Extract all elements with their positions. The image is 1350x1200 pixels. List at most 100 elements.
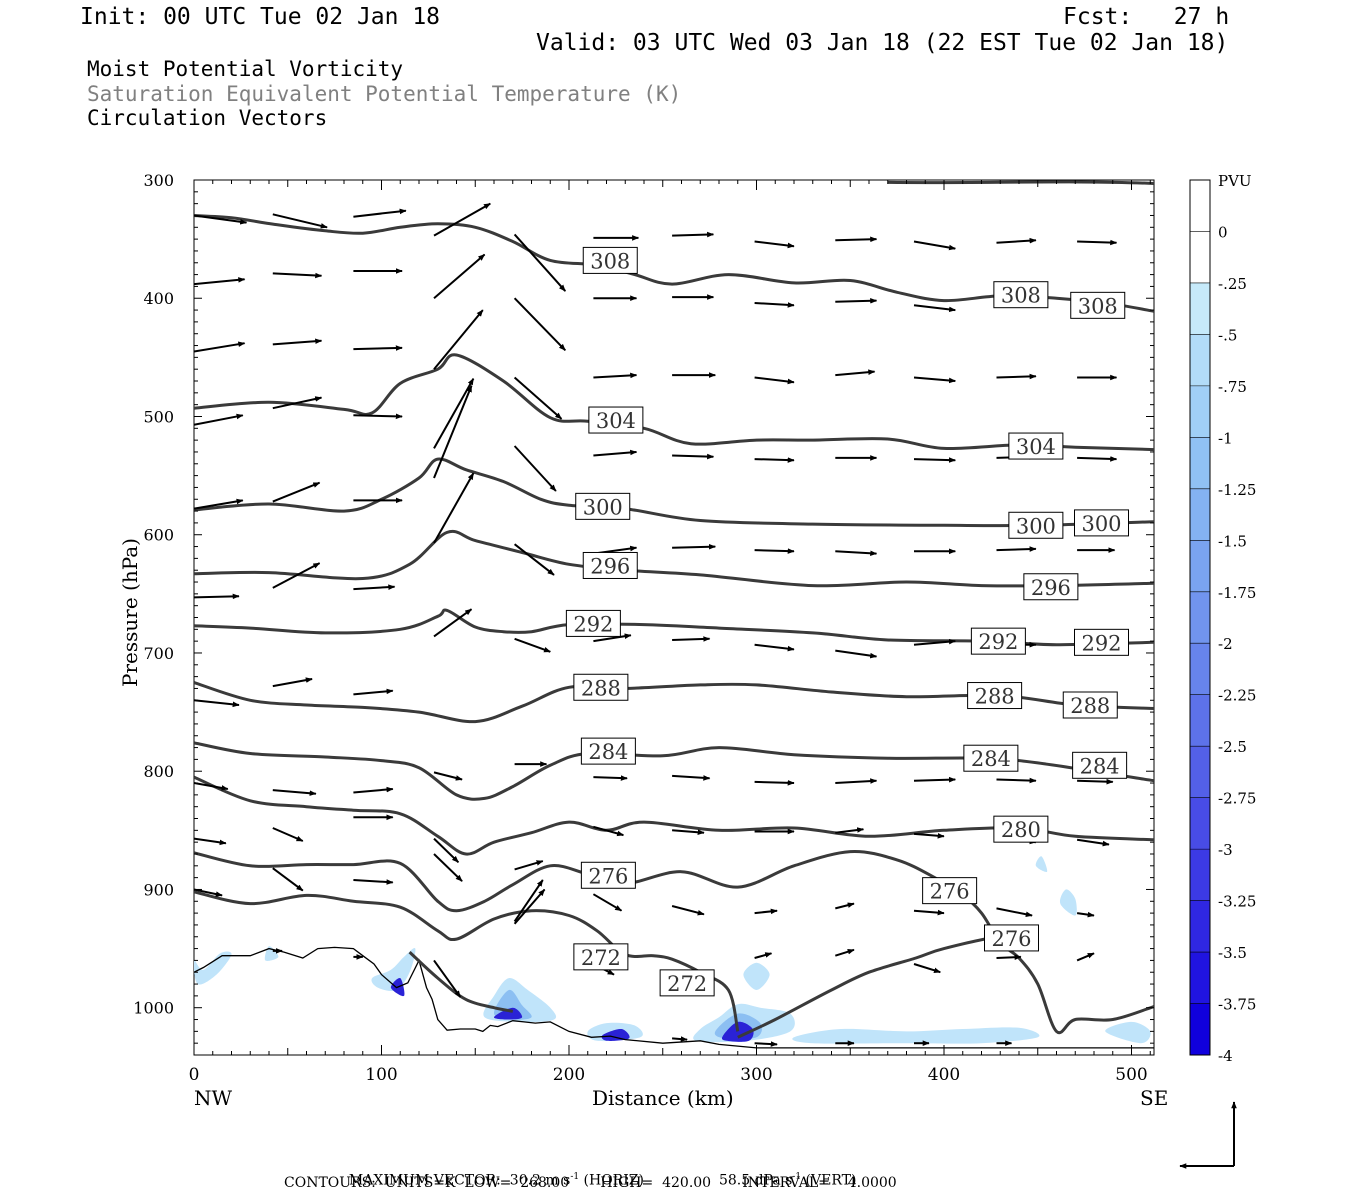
circulation-vector — [194, 593, 240, 600]
contour-label-296: 296 — [1031, 576, 1071, 600]
y-tick-label: 700 — [143, 644, 174, 663]
vert-label: (VERT) — [801, 1172, 857, 1189]
contour-label-box — [575, 492, 631, 520]
circulation-vector — [433, 253, 486, 299]
colorbar-swatch — [1190, 437, 1210, 490]
circulation-vector — [835, 550, 878, 557]
colorbar-label: 0 — [1218, 223, 1228, 241]
circulation-vector — [194, 214, 248, 225]
colorbar-frame — [1189, 179, 1211, 1056]
contour-label-284: 284 — [971, 747, 1011, 771]
max-vector-vert-value: 58.5 dPa s — [718, 1172, 793, 1189]
circulation-vector — [754, 457, 795, 463]
circulation-vector — [913, 963, 941, 974]
colorbar-swatch — [1190, 900, 1210, 953]
theta-es-contours — [194, 180, 1154, 1039]
pv-region-strong — [493, 1007, 523, 1020]
theta-es-contour-300 — [194, 457, 1154, 528]
circulation-vector — [433, 472, 475, 544]
circulation-vector — [513, 376, 563, 420]
colorbar-label: -4 — [1218, 1047, 1233, 1065]
y-axis-title: Pressure (hPa) — [118, 538, 142, 687]
contour-label-box — [993, 281, 1049, 309]
circulation-vector — [593, 825, 625, 837]
circulation-vector — [913, 832, 945, 839]
circulation-vector — [593, 775, 628, 781]
x-left-end-label: NW — [194, 1086, 233, 1110]
circulation-vector — [835, 778, 878, 784]
circulation-vector — [996, 237, 1037, 244]
circulation-vector — [272, 481, 321, 503]
circulation-vector — [353, 584, 396, 591]
pv-region-light — [1105, 1021, 1151, 1044]
forecast-hour: Fcst: 27 h — [1063, 4, 1230, 30]
colorbar-label: -.5 — [1218, 326, 1237, 344]
max-vector-line: MAXIMUM VECTOR: 30.2 m s-1 (HORIZ) 58.5 d… — [340, 1156, 857, 1189]
x-tick-label: 0 — [189, 1065, 200, 1085]
contour-label-box — [984, 924, 1039, 952]
circulation-vector — [514, 637, 551, 653]
colorbar-label: -1.25 — [1218, 481, 1256, 499]
circulation-vector — [996, 907, 1033, 918]
contour-label-box — [1072, 751, 1128, 779]
x-axis-title: Distance (km) — [592, 1086, 734, 1110]
circulation-vector — [433, 608, 473, 638]
circulation-vector — [1077, 456, 1118, 462]
contour-label-276: 276 — [991, 927, 1031, 951]
colorbar-label: -1.5 — [1218, 532, 1247, 550]
colorbar-swatch — [1190, 952, 1210, 1005]
contour-label-292: 292 — [978, 630, 1018, 654]
circulation-vector — [672, 636, 711, 642]
contour-label-box — [582, 246, 638, 274]
circulation-vector — [513, 445, 557, 492]
circulation-vector — [754, 643, 795, 652]
circulation-vector — [754, 952, 773, 959]
colorbar-swatch — [1190, 643, 1210, 696]
contour-label-288: 288 — [975, 685, 1015, 709]
colorbar-swatch — [1190, 694, 1210, 747]
circulation-vector — [754, 240, 795, 249]
contour-label-300: 300 — [1016, 514, 1056, 538]
contour-label-box — [1008, 432, 1064, 460]
contour-label-280: 280 — [1001, 818, 1041, 842]
x-tick-label: 300 — [740, 1065, 772, 1085]
circulation-vector — [672, 231, 715, 238]
circulation-vector — [433, 959, 462, 998]
contour-label-box — [588, 406, 644, 434]
contour-label-288: 288 — [1070, 694, 1110, 718]
valid-time: Valid: 03 UTC Wed 03 Jan 18 (22 EST Tue … — [536, 30, 1229, 56]
circulation-vector — [194, 837, 227, 846]
circulation-vector — [353, 413, 403, 420]
circulation-vector — [433, 202, 491, 237]
theta-es-contour-280 — [194, 775, 1154, 856]
contour-label-box — [573, 943, 629, 971]
title-mpv: Moist Potential Vorticity — [87, 57, 404, 81]
theta-es-contour-268 — [408, 951, 514, 1013]
pv-region-light — [194, 951, 232, 985]
contour-label-276: 276 — [588, 864, 628, 888]
colorbar-swatch — [1190, 334, 1210, 387]
circulation-vector — [272, 396, 323, 410]
circulation-vector — [433, 837, 460, 864]
circulation-vector — [513, 543, 555, 576]
colorbar-units: PVU — [1218, 172, 1252, 190]
horiz-exponent: -1 — [570, 1172, 580, 1182]
contour-label-292: 292 — [1081, 631, 1121, 655]
circulation-vector — [593, 449, 638, 457]
circulation-vector — [835, 297, 878, 304]
title-theta-es: Saturation Equivalent Potential Temperat… — [87, 82, 682, 106]
contour-label-box — [922, 877, 978, 905]
pv-region-strong — [601, 1028, 630, 1041]
plot-frame — [193, 179, 1155, 1056]
circulation-vector — [835, 827, 865, 834]
x-tick-label: 500 — [1115, 1065, 1147, 1085]
contour-label-box — [967, 682, 1023, 710]
y-tick-label: 600 — [143, 526, 174, 545]
contour-label-box — [582, 551, 638, 579]
vert-exponent: -1 — [792, 1172, 802, 1182]
y-tick-label: 1000 — [133, 999, 174, 1018]
contour-label-box — [1062, 691, 1118, 719]
y-tick-label: 400 — [143, 289, 174, 308]
colorbar-swatch — [1190, 385, 1210, 438]
